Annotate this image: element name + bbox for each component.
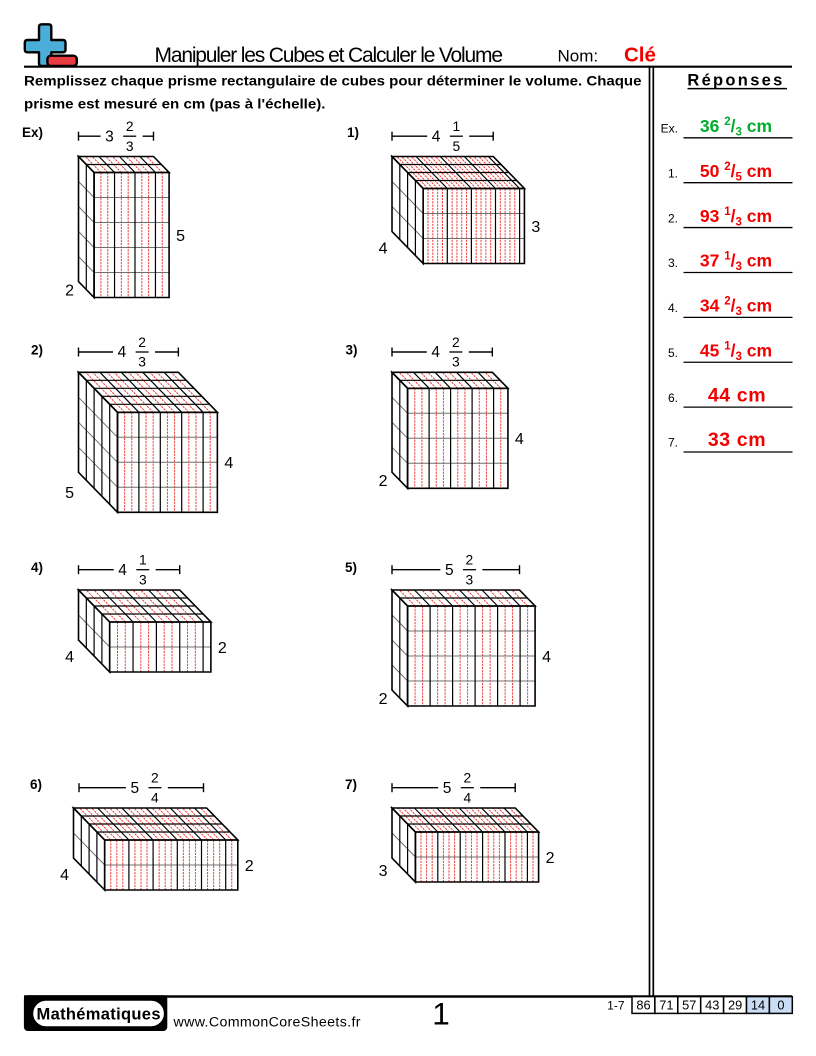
svg-text:3: 3 (105, 128, 114, 145)
svg-text:2: 2 (379, 473, 388, 490)
svg-text:4: 4 (431, 344, 440, 361)
svg-text:5): 5) (345, 560, 357, 575)
svg-text:2: 2 (126, 119, 134, 134)
svg-text:86: 86 (636, 998, 650, 1013)
svg-text:3: 3 (379, 863, 388, 880)
svg-text:www.CommonCoreSheets.fr: www.CommonCoreSheets.fr (173, 1015, 361, 1031)
svg-text:4.: 4. (668, 301, 678, 315)
svg-text:3: 3 (466, 572, 474, 587)
svg-text:6): 6) (30, 777, 42, 792)
svg-text:1.: 1. (668, 166, 678, 180)
svg-text:6.: 6. (668, 391, 678, 405)
svg-text:4: 4 (224, 455, 233, 472)
svg-text:Clé: Clé (624, 44, 656, 67)
svg-text:4: 4 (432, 128, 441, 145)
svg-text:0: 0 (777, 998, 784, 1013)
svg-text:45 1/3 cm: 45 1/3 cm (700, 340, 772, 363)
svg-text:2: 2 (546, 850, 555, 867)
svg-text:5: 5 (130, 780, 139, 797)
svg-text:4: 4 (463, 790, 471, 805)
svg-text:7): 7) (345, 777, 357, 792)
svg-text:5: 5 (443, 780, 452, 797)
svg-text:4: 4 (151, 790, 159, 805)
svg-text:4): 4) (31, 560, 43, 575)
svg-text:1): 1) (347, 125, 359, 140)
svg-text:29: 29 (728, 998, 742, 1013)
svg-text:5: 5 (445, 562, 454, 579)
svg-text:3): 3) (346, 343, 358, 358)
svg-text:3.: 3. (668, 256, 678, 270)
svg-text:3: 3 (126, 139, 134, 154)
svg-text:1-7: 1-7 (607, 999, 625, 1013)
svg-text:57: 57 (682, 998, 696, 1013)
svg-text:prisme est mesuré en cm (pas à: prisme est mesuré en cm (pas à l'échelle… (24, 97, 326, 112)
svg-text:4: 4 (542, 649, 551, 666)
svg-text:Réponses: Réponses (687, 71, 784, 89)
svg-text:1: 1 (432, 996, 450, 1032)
svg-text:3: 3 (452, 355, 460, 370)
svg-text:2: 2 (452, 335, 460, 350)
svg-text:4: 4 (379, 240, 388, 257)
svg-text:7.: 7. (668, 436, 678, 450)
svg-text:43: 43 (705, 998, 719, 1013)
svg-text:4: 4 (515, 431, 524, 448)
svg-text:5: 5 (65, 485, 74, 502)
svg-text:71: 71 (659, 998, 673, 1013)
svg-text:93 1/3 cm: 93 1/3 cm (700, 206, 772, 229)
svg-text:5: 5 (452, 139, 460, 154)
svg-text:36 2/3 cm: 36 2/3 cm (700, 116, 772, 139)
svg-text:50 2/5 cm: 50 2/5 cm (700, 161, 772, 184)
svg-text:Ex): Ex) (22, 125, 43, 140)
svg-text:5.: 5. (668, 346, 678, 360)
svg-text:2: 2 (245, 858, 254, 875)
svg-text:Remplissez chaque prisme recta: Remplissez chaque prisme rectangulaire d… (24, 74, 642, 89)
svg-text:2: 2 (466, 553, 474, 568)
svg-text:3: 3 (138, 355, 146, 370)
svg-text:2: 2 (379, 691, 388, 708)
svg-text:3: 3 (531, 219, 540, 236)
svg-text:2: 2 (65, 282, 74, 299)
svg-text:1: 1 (139, 553, 147, 568)
svg-text:4: 4 (65, 649, 74, 666)
svg-text:2): 2) (31, 343, 43, 358)
svg-text:2: 2 (151, 771, 159, 786)
svg-text:14: 14 (751, 998, 765, 1013)
svg-text:4: 4 (118, 562, 127, 579)
svg-text:Ex.: Ex. (661, 122, 678, 136)
svg-text:34 2/3 cm: 34 2/3 cm (700, 296, 772, 319)
svg-text:44 cm: 44 cm (708, 384, 766, 406)
svg-text:Nom:: Nom: (558, 46, 599, 65)
svg-text:5: 5 (176, 228, 185, 245)
svg-text:2: 2 (138, 335, 146, 350)
svg-text:Manipuler les Cubes et Calcule: Manipuler les Cubes et Calculer le Volum… (155, 44, 504, 67)
svg-text:Mathématiques: Mathématiques (37, 1006, 161, 1024)
svg-text:3: 3 (139, 572, 147, 587)
svg-text:2.: 2. (668, 211, 678, 225)
svg-text:2: 2 (218, 640, 227, 657)
svg-text:4: 4 (118, 344, 127, 361)
svg-text:33 cm: 33 cm (708, 429, 766, 451)
svg-text:37 1/3 cm: 37 1/3 cm (700, 251, 772, 274)
svg-text:1: 1 (452, 119, 460, 134)
svg-text:2: 2 (463, 771, 471, 786)
svg-text:4: 4 (60, 867, 69, 884)
